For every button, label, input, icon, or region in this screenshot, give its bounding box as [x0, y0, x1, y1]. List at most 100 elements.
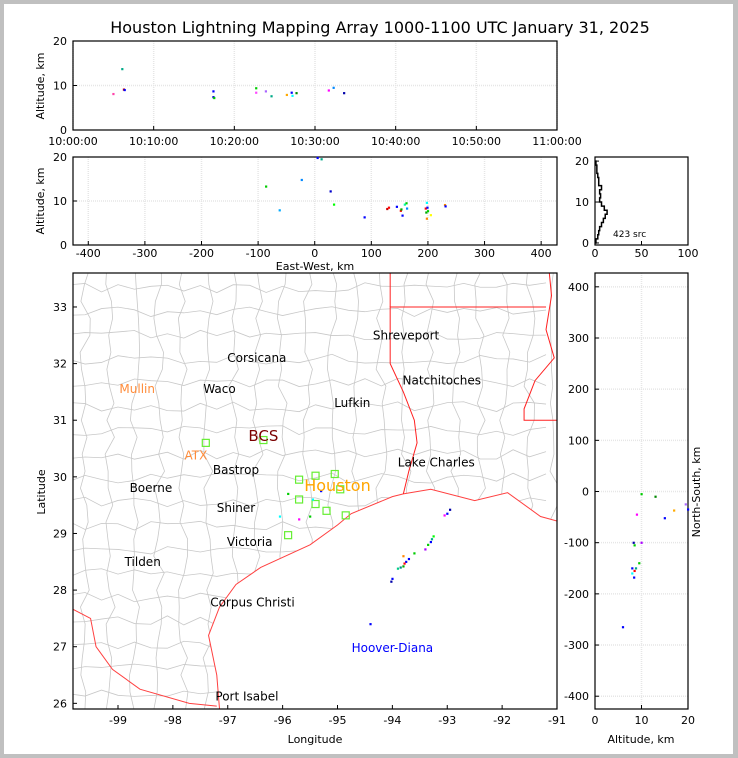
x-tick-label: 10:30:00	[290, 135, 339, 148]
y-tick-label: 10	[53, 195, 67, 208]
y-tick-label: 0	[582, 486, 589, 499]
lightning-source	[265, 185, 268, 188]
lightning-source	[290, 91, 293, 94]
lma-station-marker	[330, 469, 339, 479]
x-tick-label: 0	[592, 714, 599, 727]
lightning-source	[638, 562, 641, 565]
lightning-source	[631, 572, 634, 575]
lightning-source	[278, 515, 282, 518]
lightning-source	[621, 626, 625, 629]
y-axis-label: North-South, km	[690, 447, 703, 538]
lightning-source	[424, 207, 427, 210]
lightning-source	[687, 508, 690, 511]
x-tick-label: -93	[438, 714, 456, 727]
y-tick-label: 27	[53, 641, 67, 654]
source-count-label: 423 src	[613, 230, 646, 240]
place-label: Natchitoches	[403, 374, 481, 388]
x-tick-label: 10:40:00	[371, 135, 420, 148]
place-label: Mullin	[119, 382, 155, 396]
x-tick-label: 10	[635, 714, 649, 727]
lma-station-marker	[341, 511, 350, 520]
y-axis-label: Latitude	[35, 469, 48, 515]
x-tick-label: 10:00:00	[48, 135, 97, 148]
lightning-source	[309, 515, 312, 518]
county-boundary	[73, 306, 547, 317]
lightning-source	[429, 214, 432, 217]
lightning-source	[407, 557, 411, 561]
lightning-source	[320, 490, 323, 493]
county-boundary	[73, 329, 547, 341]
lightning-source	[255, 87, 258, 90]
lightning-source	[634, 567, 638, 570]
lightning-source	[298, 518, 301, 521]
lma-station-marker	[322, 506, 331, 515]
place-label: BCS	[248, 427, 278, 445]
place-label: Corpus Christi	[210, 596, 295, 610]
place-label: Corsicana	[227, 351, 286, 365]
lightning-source	[405, 560, 408, 563]
x-tick-label: 300	[474, 247, 495, 260]
y-tick-label: 20	[575, 155, 589, 168]
lightning-source	[402, 565, 405, 568]
lightning-source	[396, 567, 400, 570]
lightning-source	[401, 214, 404, 217]
x-tick-label: 10:20:00	[210, 135, 259, 148]
lightning-source	[343, 92, 346, 95]
lma-station-marker	[311, 499, 320, 509]
lightning-source	[443, 514, 446, 517]
lightning-source	[327, 89, 330, 92]
place-label: Shiner	[217, 501, 256, 515]
lightning-source	[426, 206, 429, 209]
county-boundary	[177, 273, 189, 709]
county-boundary	[73, 353, 547, 365]
lightning-source	[640, 541, 643, 544]
y-tick-label: 0	[60, 239, 67, 252]
lma-station-marker	[294, 475, 304, 484]
place-label: Bastrop	[213, 463, 259, 477]
lightning-source	[311, 498, 315, 501]
lightning-source	[112, 92, 115, 96]
figure-title: Houston Lightning Mapping Array 1000-110…	[110, 18, 650, 37]
x-axis-label: Altitude, km	[607, 733, 674, 746]
lightning-source	[663, 517, 666, 520]
lightning-source	[121, 68, 124, 71]
lma-station-marker	[284, 531, 293, 540]
mississippi-river-border	[523, 273, 557, 421]
county-boundary	[73, 425, 547, 436]
lightning-source	[332, 203, 336, 206]
county-boundary	[73, 282, 547, 294]
y-tick-label: 32	[53, 358, 67, 371]
rio-grande-border	[73, 608, 217, 707]
lightning-source	[402, 555, 405, 558]
lightning-source	[654, 495, 657, 498]
lightning-source	[403, 562, 406, 565]
x-tick-label: 20	[681, 714, 695, 727]
lightning-source	[405, 202, 408, 205]
y-tick-label: 30	[53, 471, 67, 484]
lightning-source	[673, 509, 676, 512]
x-axis-label: East-West, km	[276, 260, 354, 273]
county-boundary	[104, 273, 116, 709]
place-label: Hoover-Diana	[352, 641, 434, 655]
lightning-source	[390, 580, 393, 583]
lightning-source	[369, 623, 372, 626]
lightning-source	[264, 90, 267, 93]
lightning-source	[278, 209, 281, 212]
place-label: Tilden	[124, 555, 161, 569]
lightning-source	[444, 205, 447, 208]
lightning-source	[684, 503, 687, 506]
lightning-source	[255, 91, 258, 94]
lma-station-marker	[294, 495, 304, 504]
x-tick-label: -100	[246, 247, 271, 260]
x-tick-label: 0	[592, 247, 599, 260]
y-tick-label: 400	[568, 281, 589, 294]
x-tick-label: -400	[76, 247, 101, 260]
y-tick-label: 0	[60, 124, 67, 137]
x-tick-label: -97	[219, 714, 237, 727]
lightning-source	[403, 203, 406, 206]
lightning-source	[387, 206, 391, 209]
lightning-source	[635, 513, 639, 516]
plot-frame	[72, 272, 558, 710]
